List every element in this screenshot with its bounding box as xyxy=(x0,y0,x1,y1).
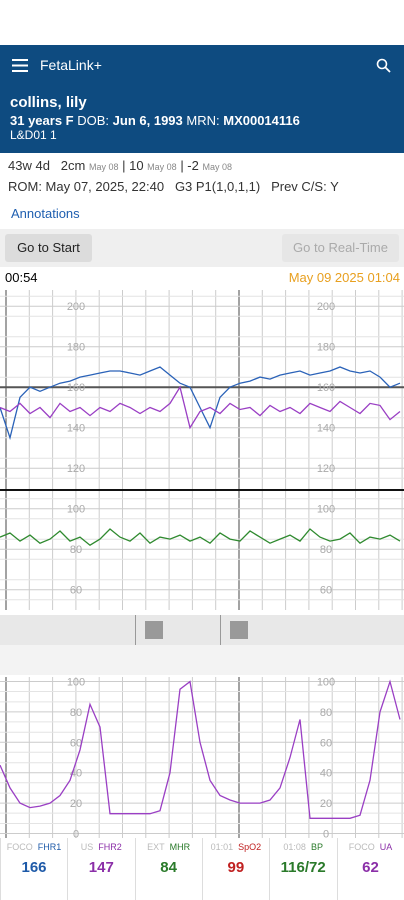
trace-fhr1 xyxy=(0,366,401,441)
vital-tile[interactable]: US FHR2 147 xyxy=(67,838,134,900)
vital-name: FHR2 xyxy=(98,842,122,852)
bed: L&D01 1 xyxy=(10,128,57,142)
y-tick-label: 100 xyxy=(317,504,335,516)
dob-label: DOB: xyxy=(77,113,110,128)
mrn-label: MRN: xyxy=(186,113,220,128)
chart-bg xyxy=(0,677,404,838)
vital-value: 166 xyxy=(21,859,47,876)
rom: ROM: May 07, 2025, 22:40 xyxy=(8,179,165,194)
vital-name: SpO2 xyxy=(238,842,262,852)
y-tick-label: 80 xyxy=(70,544,82,556)
y-tick-label: 180 xyxy=(317,342,335,354)
y-tick-label: 80 xyxy=(320,707,332,719)
y-tick-label: 100 xyxy=(67,677,85,689)
vital-tile[interactable]: FOCO FHR1 166 xyxy=(0,838,67,900)
vital-name: UA xyxy=(379,842,393,852)
ga: 43w 4d xyxy=(8,158,50,173)
y-tick-label: 0 xyxy=(73,828,79,840)
scroll-bar[interactable] xyxy=(0,615,404,645)
y-tick-label: 200 xyxy=(67,301,85,313)
vital-source: US xyxy=(80,842,94,852)
age-sex: 31 years F xyxy=(10,113,74,128)
y-tick-label: 100 xyxy=(67,504,85,516)
vital-source: EXT xyxy=(147,842,165,852)
y-tick-label: 60 xyxy=(70,737,82,749)
vital-value: 116/72 xyxy=(280,859,326,876)
info-line-1: 43w 4d 2cm May 08 | 10 May 08 | -2 May 0… xyxy=(8,158,232,173)
y-tick-label: 180 xyxy=(67,342,85,354)
patient-name: collins, lily xyxy=(10,94,87,111)
vital-name: MHR xyxy=(169,842,191,852)
trace-ua xyxy=(0,679,401,819)
vital-tile[interactable]: FOCO UA 62 xyxy=(336,838,404,900)
y-tick-label: 160 xyxy=(67,382,85,394)
prev-cs-value: Y xyxy=(330,179,339,194)
spacer xyxy=(0,645,404,675)
y-tick-label: 80 xyxy=(320,544,332,556)
prev-cs: Prev C/S: xyxy=(271,179,327,194)
date: May 08 xyxy=(88,162,119,172)
mrn: MX00014116 xyxy=(223,113,300,128)
trace-mhr xyxy=(0,528,401,546)
date: May 08 xyxy=(147,162,177,172)
search-icon[interactable] xyxy=(376,58,392,74)
annotations-link[interactable]: Annotations xyxy=(11,206,80,221)
vital-source: FOCO xyxy=(6,842,33,852)
dob: Jun 6, 1993 xyxy=(112,113,183,128)
menu-icon[interactable] xyxy=(12,59,28,72)
y-tick-label: 0 xyxy=(323,828,329,840)
effacement: | 10 xyxy=(122,158,144,173)
y-tick-label: 60 xyxy=(320,737,332,749)
y-tick-label: 140 xyxy=(317,423,335,435)
y-tick-label: 200 xyxy=(317,301,335,313)
info-line-2: ROM: May 07, 2025, 22:40 G3 P1(1,0,1,1) … xyxy=(8,179,339,194)
vital-tile[interactable]: 01:01 SpO2 99 xyxy=(201,838,269,900)
end-time: May 09 2025 01:04 xyxy=(288,270,400,285)
app-title: FetaLink+ xyxy=(40,57,102,73)
station: | -2 xyxy=(180,158,199,173)
vital-value: 99 xyxy=(227,859,245,876)
vital-value: 62 xyxy=(362,859,379,876)
y-tick-label: 20 xyxy=(70,798,82,810)
go-to-start[interactable]: Go to Start xyxy=(5,234,92,262)
vital-name: BP xyxy=(310,842,323,852)
date: May 08 xyxy=(202,162,233,172)
vital-tile[interactable]: EXT MHR 84 xyxy=(134,838,202,900)
vital-tile[interactable]: 01:08 BP 116/72 xyxy=(269,838,336,900)
y-tick-label: 120 xyxy=(67,463,85,475)
y-tick-label: 40 xyxy=(320,768,332,780)
y-tick-label: 20 xyxy=(320,798,332,810)
y-tick-label: 80 xyxy=(70,707,82,719)
vital-source: FOCO xyxy=(348,842,375,852)
y-tick-label: 120 xyxy=(317,463,335,475)
dilation: 2cm xyxy=(60,158,86,173)
vital-source: 01:08 xyxy=(283,842,306,852)
y-tick-label: 160 xyxy=(317,382,335,394)
patient-line: 31 years F DOB: Jun 6, 1993 MRN: MX00014… xyxy=(10,113,300,128)
vital-value: 147 xyxy=(88,859,114,876)
y-tick-label: 60 xyxy=(70,585,82,597)
vital-name: FHR1 xyxy=(37,842,62,852)
go-to-realtime[interactable]: Go to Real-Time xyxy=(282,234,399,262)
chart-bg xyxy=(0,290,404,610)
y-tick-label: 140 xyxy=(67,423,85,435)
gp: G3 P1(1,0,1,1) xyxy=(174,179,261,194)
header: FetaLink+ collins, lily 31 years F DOB: … xyxy=(0,45,404,153)
y-tick-label: 60 xyxy=(320,585,332,597)
vital-source: 01:01 xyxy=(210,842,234,852)
y-tick-label: 100 xyxy=(317,677,335,689)
vital-value: 84 xyxy=(160,859,177,876)
start-time: 00:54 xyxy=(5,270,38,285)
trace-fhr2 xyxy=(0,385,401,430)
